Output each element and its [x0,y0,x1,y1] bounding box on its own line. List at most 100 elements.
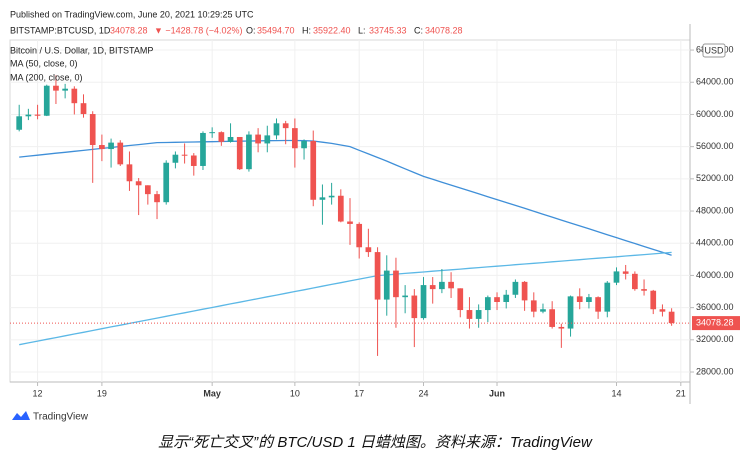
candle-body [117,142,124,165]
header-text: ▼ −1428.78 (−4.02%) [154,25,242,35]
candle-body [595,297,601,312]
candle-body [641,289,647,291]
candle-body [172,154,179,163]
candle-body [494,297,500,302]
candle-body [62,88,68,91]
y-tick-label: 56000.00 [696,141,734,151]
candle-body [659,309,666,312]
price-label: 34078.28 [696,317,734,327]
candle-body [402,295,408,298]
candle-body [273,123,280,136]
candle-body [135,181,142,186]
y-tick-label: 28000.00 [696,366,734,376]
candle-body [393,270,399,298]
header-text: L: [358,25,366,35]
candle-body [503,294,510,302]
candle-body [586,297,592,302]
candle-body [448,281,454,289]
candle-body [200,132,206,166]
candle-body [567,296,574,329]
candle-body [71,88,78,104]
legend-title: Bitcoin / U.S. Dollar, 1D, BITSTAMP [10,45,153,55]
logo: TradingView [12,411,89,423]
candle-body [89,114,96,146]
candle-body [457,288,464,311]
x-tick-label: 14 [611,388,621,398]
header-text: H: [302,25,311,35]
x-tick-label: 19 [97,388,107,398]
candle-body [668,311,675,324]
y-tick-label: 36000.00 [696,302,734,312]
symbol-line: BITSTAMP:BTCUSD, 1D 34078.28 ▼ −1428.78 (−… [10,25,463,35]
candle-body [282,123,289,129]
candle-body [383,270,390,300]
x-tick-label: May [203,388,221,398]
header-text: 33745.33 [369,25,407,35]
x-tick-label: 21 [676,388,686,398]
candle-body [604,282,611,312]
candle-body [227,136,234,142]
candle-body [181,154,188,156]
candle-body [319,197,326,200]
candle-body [632,273,638,290]
candle-body [53,85,59,91]
candle-body [429,285,436,290]
candle-body [512,281,519,295]
currency: USD [704,45,724,55]
candle-body [356,223,363,248]
y-tick-label: 40000.00 [696,270,734,280]
candle-body [236,136,243,170]
candle-body [549,309,556,327]
candle-body [108,142,114,150]
y-tick-label: 64000.00 [696,77,734,87]
candle-body [218,132,225,142]
y-tick-label: 60000.00 [696,109,734,119]
candle-body [439,281,445,290]
x-tick-label: 17 [354,388,364,398]
candle-body [310,141,317,200]
candle-body [347,221,353,224]
candle-body [209,132,216,134]
candle-body [301,141,307,149]
ma-line [19,139,672,256]
candle-body [411,295,418,319]
candle-body [43,85,50,116]
x-tick-label: Jun [489,388,505,398]
candle-body [466,310,473,319]
header-text: 35922.40 [313,25,351,35]
candle-body [558,326,565,329]
legend-entry: MA (50, close, 0) [10,58,78,68]
header-text: O: [246,25,256,35]
published: Published on TradingView.com, June 20, 2… [10,9,254,19]
header-text: BITSTAMP:BTCUSD, 1D [10,25,111,35]
logo-text: TradingView [33,412,89,423]
y-tick-label: 48000.00 [696,205,734,215]
candle-body [154,194,160,203]
ma-line [19,251,672,346]
candle-body [337,195,344,222]
price-label-bg [692,316,740,331]
candle-body [99,145,105,150]
candle-body [34,114,41,116]
candle-body [328,195,335,198]
y-tick-label: 44000.00 [696,238,734,248]
header-text: 35494.70 [257,25,295,35]
candle-body [292,128,298,149]
candle-body [484,297,491,311]
logo-icon [12,411,30,420]
candle-body [80,103,87,115]
candle-body [190,155,197,166]
candle-body [365,247,372,253]
candle-body [163,162,170,203]
x-tick-label: 10 [290,388,300,398]
candle-body [25,114,32,117]
candle-body [613,271,620,283]
candle-body [420,285,427,319]
candle-body [16,116,23,130]
y-tick-label: 52000.00 [696,173,734,183]
candle-body [246,134,252,170]
caption: 显示“死亡交叉”的 BTC/USD 1 日蜡烛图。资料来源：TradingVie… [158,434,593,451]
candle-body [521,281,528,301]
